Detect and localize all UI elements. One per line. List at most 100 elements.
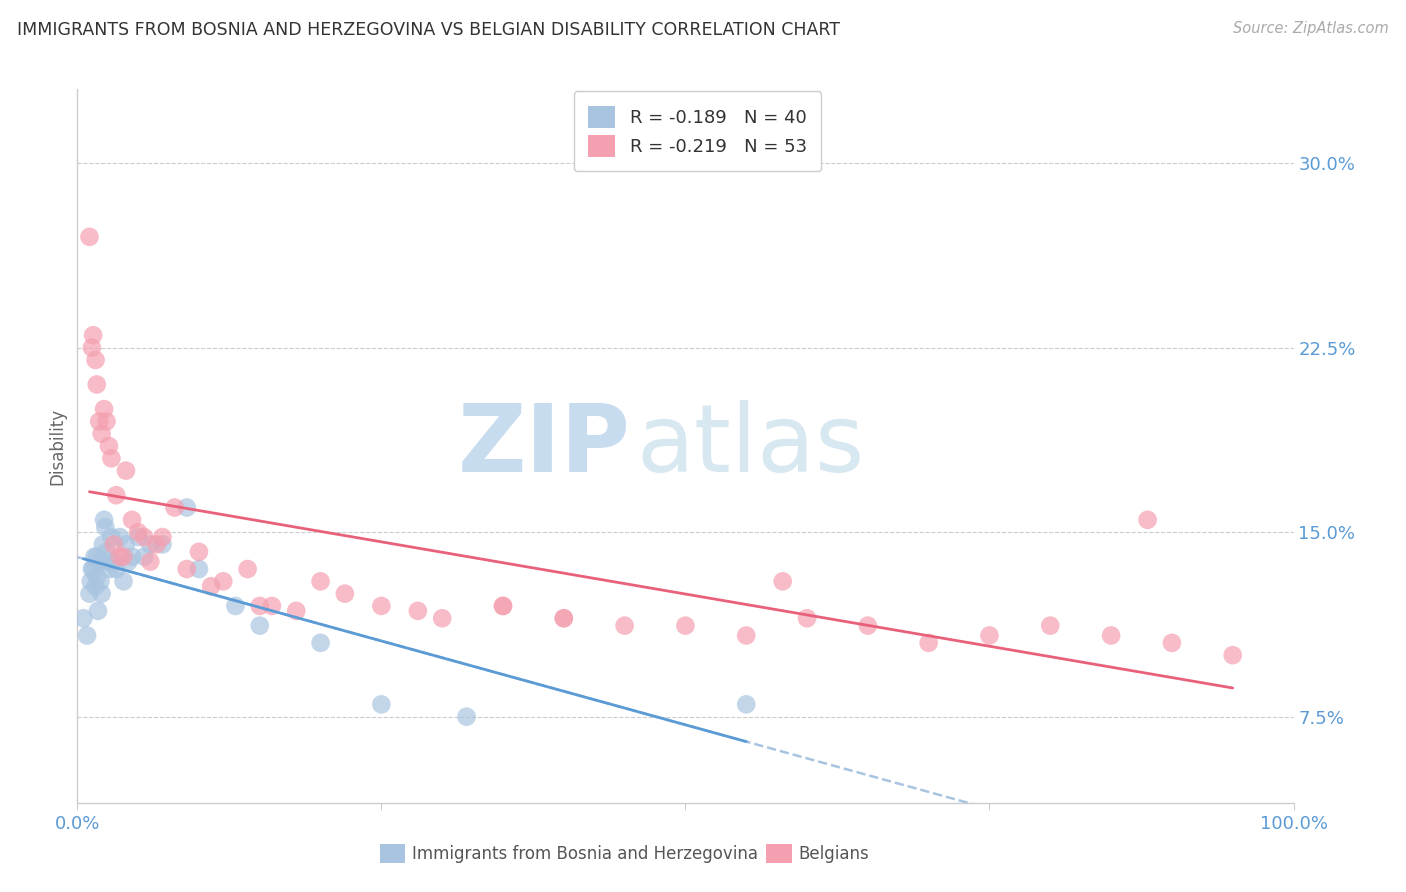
Point	[675, 618, 697, 632]
Point	[1222, 648, 1244, 662]
Point	[90, 587, 112, 601]
Point	[80, 341, 103, 355]
Point	[112, 549, 135, 564]
Point	[772, 574, 794, 589]
Point	[309, 636, 332, 650]
Point	[127, 530, 149, 544]
Point	[139, 537, 162, 551]
Point	[249, 618, 271, 632]
Point	[89, 574, 111, 589]
Text: IMMIGRANTS FROM BOSNIA AND HERZEGOVINA VS BELGIAN DISABILITY CORRELATION CHART: IMMIGRANTS FROM BOSNIA AND HERZEGOVINA V…	[17, 21, 839, 39]
Point	[87, 604, 110, 618]
Point	[553, 611, 575, 625]
Point	[856, 618, 879, 632]
Point	[96, 545, 118, 559]
Point	[89, 414, 111, 428]
Point	[176, 562, 198, 576]
Point	[553, 611, 575, 625]
Point	[86, 569, 108, 583]
Point	[176, 500, 198, 515]
Point	[1161, 636, 1184, 650]
Point	[91, 537, 114, 551]
Point	[735, 698, 758, 712]
Point	[97, 555, 120, 569]
Point	[1099, 628, 1122, 642]
Point	[212, 574, 235, 589]
Point	[115, 464, 138, 478]
Point	[93, 513, 115, 527]
Point	[97, 439, 120, 453]
Point	[103, 537, 125, 551]
Point	[152, 537, 174, 551]
Point	[163, 500, 186, 515]
Point	[105, 488, 128, 502]
Point	[188, 545, 211, 559]
Point	[121, 513, 143, 527]
Point	[370, 698, 392, 712]
Point	[79, 587, 101, 601]
Text: Immigrants from Bosnia and Herzegovina: Immigrants from Bosnia and Herzegovina	[412, 845, 758, 863]
Point	[224, 599, 246, 613]
Point	[145, 537, 167, 551]
Point	[82, 562, 104, 576]
Point	[89, 555, 111, 569]
Point	[1039, 618, 1062, 632]
Point	[260, 599, 283, 613]
Point	[249, 599, 271, 613]
Point	[613, 618, 636, 632]
Point	[1136, 513, 1159, 527]
Point	[309, 574, 332, 589]
Point	[72, 611, 94, 625]
Point	[139, 555, 162, 569]
Point	[979, 628, 1001, 642]
Point	[80, 562, 103, 576]
Point	[200, 579, 222, 593]
Point	[735, 628, 758, 642]
Point	[103, 555, 125, 569]
Point	[492, 599, 515, 613]
Point	[152, 530, 174, 544]
Point	[188, 562, 211, 576]
Text: Source: ZipAtlas.com: Source: ZipAtlas.com	[1233, 21, 1389, 37]
Point	[76, 628, 98, 642]
Point	[93, 402, 115, 417]
Text: Belgians: Belgians	[799, 845, 869, 863]
Point	[84, 579, 107, 593]
Point	[918, 636, 941, 650]
Point	[134, 549, 156, 564]
Point	[105, 562, 128, 576]
Point	[108, 549, 131, 564]
Point	[96, 414, 118, 428]
Y-axis label: Disability: Disability	[48, 408, 66, 484]
Text: ZIP: ZIP	[458, 400, 631, 492]
Point	[108, 530, 131, 544]
Point	[456, 709, 478, 723]
Point	[115, 537, 138, 551]
Legend: R = -0.189   N = 40, R = -0.219   N = 53: R = -0.189 N = 40, R = -0.219 N = 53	[574, 91, 821, 171]
Point	[86, 549, 108, 564]
Point	[90, 426, 112, 441]
Point	[370, 599, 392, 613]
Point	[80, 574, 103, 589]
Point	[796, 611, 818, 625]
Point	[112, 574, 135, 589]
Point	[121, 549, 143, 564]
Point	[127, 525, 149, 540]
Point	[86, 377, 108, 392]
Point	[236, 562, 259, 576]
Point	[406, 604, 429, 618]
Point	[98, 562, 121, 576]
Point	[117, 555, 139, 569]
Point	[492, 599, 515, 613]
Text: atlas: atlas	[637, 400, 865, 492]
Point	[100, 451, 122, 466]
Point	[83, 549, 105, 564]
Point	[82, 328, 104, 343]
Point	[333, 587, 356, 601]
Point	[430, 611, 453, 625]
Point	[94, 520, 117, 534]
Point	[100, 530, 122, 544]
Point	[84, 352, 107, 367]
Point	[285, 604, 308, 618]
Point	[134, 530, 156, 544]
